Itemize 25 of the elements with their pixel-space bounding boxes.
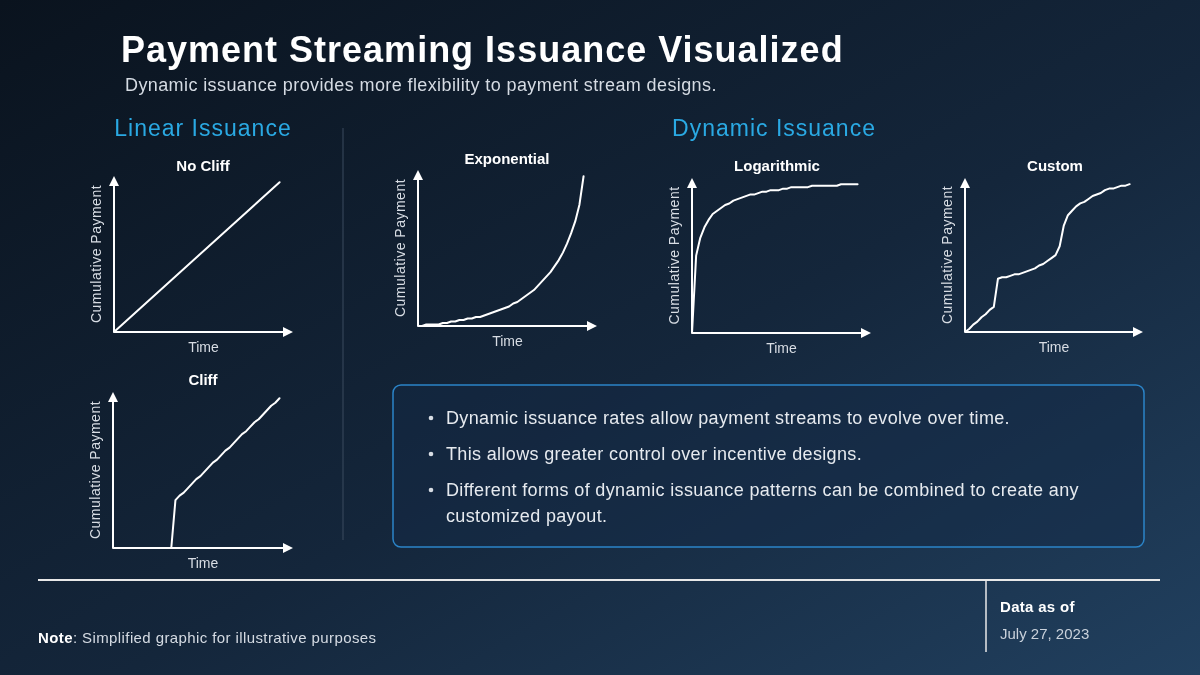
text: Different forms of dynamic issuance patterns can be combined to create any customized payout. [446,480,1079,526]
x-axis-title: Time [187,555,219,571]
x-axis-title: Time [1038,339,1070,355]
chart-title: Custom [1027,157,1083,174]
chart-title: No Cliff [176,157,231,174]
y-axis-title: Cumulative Payment [392,178,408,318]
text: Data as of [1000,598,1076,615]
text: Linear Issuance [114,115,292,141]
text: Note: Simplified graphic for illustrative purposes [38,629,377,646]
chart-title: Exponential [464,150,550,167]
chart-title: Cliff [188,371,219,388]
text: This allows greater control over incentive designs. [446,444,863,464]
text: Dynamic issuance rates allow payment streams to evolve over time. [446,408,1010,428]
chart-title: Logarithmic [734,157,820,174]
y-axis-title: Cumulative Payment [87,400,103,540]
y-axis-title: Cumulative Payment [666,186,682,325]
text: July 27, 2023 [1000,625,1090,642]
y-axis-title: Cumulative Payment [939,185,955,325]
text: Dynamic Issuance [672,115,876,141]
y-axis-title: Cumulative Payment [88,184,104,324]
x-axis-title: Time [766,340,798,356]
text: Payment Streaming Issuance Visualized [121,29,844,70]
x-axis-title: Time [492,333,524,349]
x-axis-title: Time [188,339,220,355]
text: Dynamic issuance provides more flexibility to payment stream designs. [125,75,717,95]
